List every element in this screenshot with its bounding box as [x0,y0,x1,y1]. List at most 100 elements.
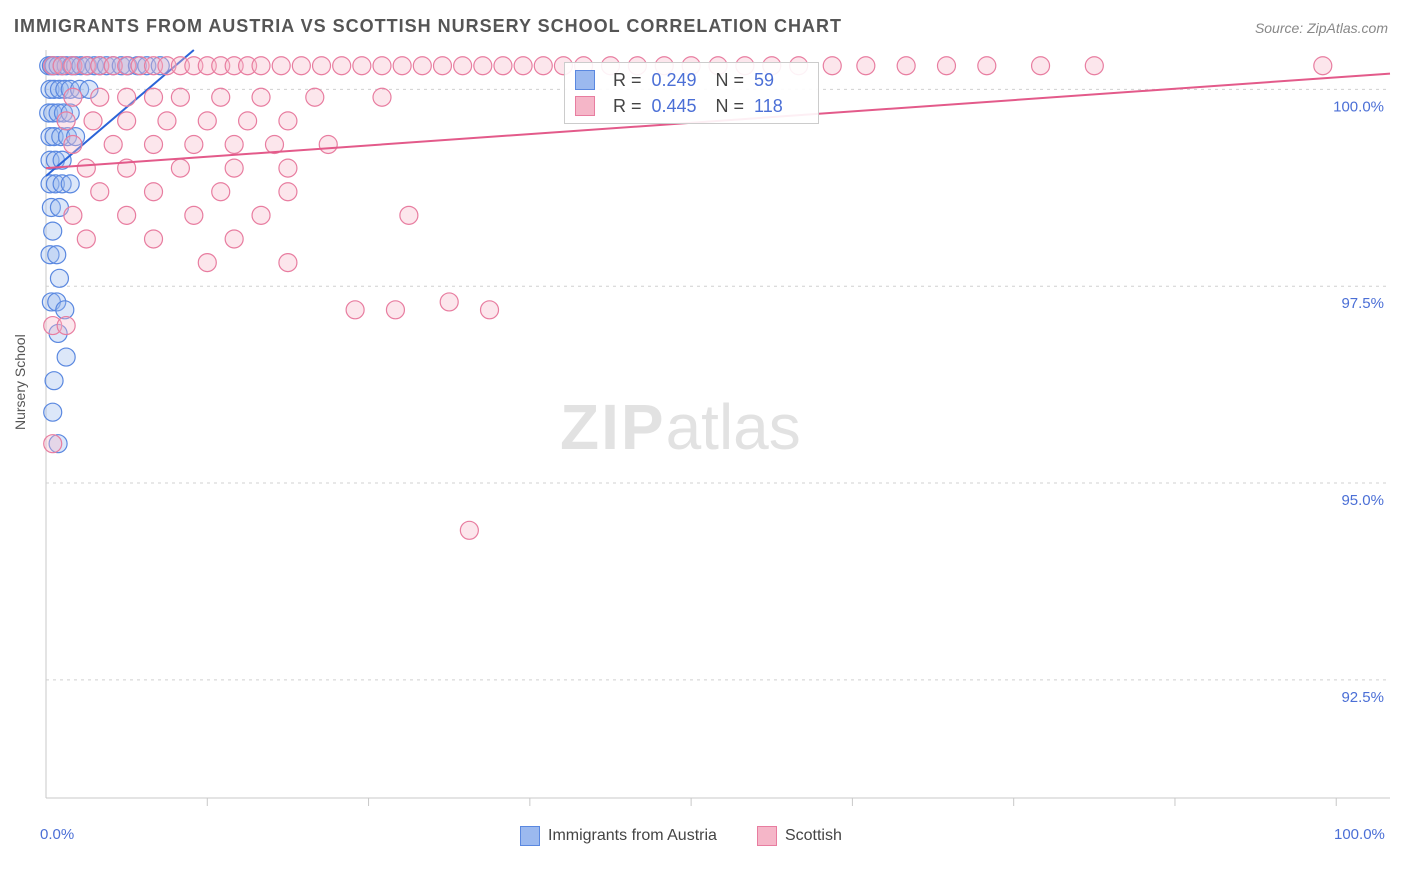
data-point [118,88,136,106]
data-point [57,348,75,366]
data-point [77,230,95,248]
data-point [239,112,257,130]
y-tick-label: 92.5% [1341,689,1384,706]
data-point [145,88,163,106]
data-point [373,57,391,75]
data-point [534,57,552,75]
data-point [225,135,243,153]
data-point [104,135,122,153]
data-point [48,246,66,264]
data-point [225,230,243,248]
data-point [823,57,841,75]
stat-label: R = [613,70,642,91]
data-point [145,230,163,248]
stat-label: N = [716,96,745,117]
data-point [306,88,324,106]
data-point [118,206,136,224]
data-point [400,206,418,224]
data-point [212,88,230,106]
stats-row: R = 0.249 N = 59 [575,67,808,93]
data-point [64,206,82,224]
data-point [481,301,499,319]
stats-legend: R = 0.249 N = 59 R = 0.445 N = 118 [564,62,819,124]
legend-item: Scottish [757,826,842,846]
legend-label: Scottish [785,827,842,844]
data-point [440,293,458,311]
chart-container: IMMIGRANTS FROM AUSTRIA VS SCOTTISH NURS… [0,0,1406,892]
stat-value: 0.445 [652,96,706,117]
data-point [373,88,391,106]
stat-value: 59 [754,70,808,91]
stat-label: R = [613,96,642,117]
data-point [279,112,297,130]
data-point [171,88,189,106]
data-point [460,521,478,539]
data-point [413,57,431,75]
data-point [1085,57,1103,75]
scatter-plot-svg: 92.5%95.0%97.5%100.0% [0,0,1406,892]
data-point [514,57,532,75]
data-point [292,57,310,75]
data-point [50,269,68,287]
data-point [185,206,203,224]
legend-swatch [575,96,595,116]
data-point [61,175,79,193]
legend-swatch [520,826,540,846]
data-point [44,435,62,453]
data-point [454,57,472,75]
data-point [64,88,82,106]
data-point [118,112,136,130]
data-point [57,112,75,130]
data-point [1032,57,1050,75]
legend-swatch [575,70,595,90]
data-point [77,159,95,177]
data-point [494,57,512,75]
data-point [1314,57,1332,75]
data-point [185,135,203,153]
x-tick-max: 100.0% [1334,826,1385,843]
data-point [44,222,62,240]
x-tick-min: 0.0% [40,826,74,843]
legend-swatch [757,826,777,846]
data-point [171,159,189,177]
data-point [319,135,337,153]
stat-value: 118 [754,96,808,117]
data-point [45,372,63,390]
data-point [897,57,915,75]
data-point [198,254,216,272]
data-point [145,183,163,201]
data-point [279,183,297,201]
data-point [272,57,290,75]
data-point [44,403,62,421]
data-point [84,112,102,130]
data-point [252,206,270,224]
stats-row: R = 0.445 N = 118 [575,93,808,119]
data-point [937,57,955,75]
data-point [158,112,176,130]
data-point [393,57,411,75]
data-point [57,317,75,335]
data-point [225,159,243,177]
data-point [333,57,351,75]
data-point [313,57,331,75]
data-point [252,57,270,75]
data-point [386,301,404,319]
data-point [252,88,270,106]
y-tick-label: 97.5% [1341,295,1384,312]
data-point [346,301,364,319]
stat-value: 0.249 [652,70,706,91]
data-point [91,183,109,201]
data-point [64,135,82,153]
legend-item: Immigrants from Austria [520,826,717,846]
data-point [279,159,297,177]
data-point [474,57,492,75]
data-point [279,254,297,272]
data-point [433,57,451,75]
y-tick-label: 100.0% [1333,98,1384,115]
data-point [91,88,109,106]
data-point [857,57,875,75]
data-point [353,57,371,75]
data-point [145,135,163,153]
stat-label: N = [716,70,745,91]
legend-label: Immigrants from Austria [548,827,717,844]
